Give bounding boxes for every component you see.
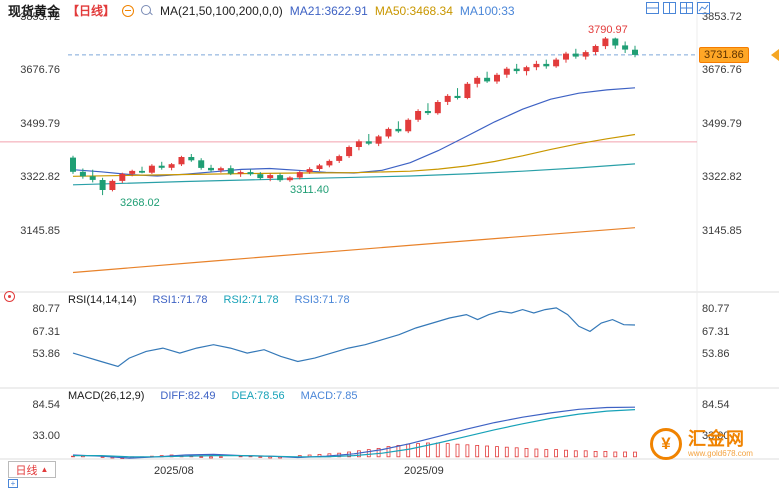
period-tab-daily[interactable]: 日线 ▲ [8, 461, 56, 478]
instrument-name: 现货黄金 [8, 4, 61, 19]
candlestick-series [70, 37, 638, 196]
add-chart-icon[interactable]: + [8, 479, 18, 488]
ma100-value-label: MA100:33 [459, 3, 515, 18]
x-axis-label-aug: 2025/08 [154, 465, 194, 477]
x-axis-label-sep: 2025/09 [404, 465, 444, 477]
chart-header: 现货黄金 【日线】 MA(21,50,100,200,0,0) MA21:362… [8, 1, 640, 20]
rsi-settings-icon[interactable] [4, 291, 15, 302]
layout-toolbar [646, 2, 710, 14]
last-price-edge-marker [771, 48, 779, 61]
macd-dea-label: DEA:78.56 [231, 390, 285, 402]
macd-value-label: MACD:7.85 [300, 390, 358, 402]
layout-chart-icon[interactable] [697, 2, 710, 14]
watermark-url: www.gold678.com [688, 449, 753, 458]
chevron-up-icon: ▲ [40, 465, 49, 474]
macd-dea-line [73, 409, 636, 458]
layout-single-icon[interactable] [646, 2, 659, 14]
last-price-tag: 3731.86 [699, 46, 749, 63]
zoom-icon[interactable] [141, 4, 153, 17]
rsi2-value-label: RSI2:71.78 [223, 294, 279, 306]
ma21-value-label: MA21:3622.91 [289, 3, 368, 18]
huijin-logo-icon: ¥ [650, 428, 682, 460]
rsi3-value-label: RSI3:71.78 [294, 294, 350, 306]
low-price-label-2: 3311.40 [290, 184, 329, 196]
period-label: 【日线】 [67, 4, 116, 18]
macd-diff-line [72, 406, 636, 459]
last-price-value: 3731.86 [704, 48, 744, 61]
alert-icon[interactable] [122, 4, 135, 17]
period-tab-label: 日线 [15, 464, 38, 477]
ma-settings-label[interactable]: MA(21,50,100,200,0,0) [160, 3, 283, 18]
ma50-value-label: MA50:3468.34 [374, 3, 453, 18]
ma-line-ma50 [72, 133, 636, 177]
layout-split-vertical-icon[interactable] [663, 2, 676, 14]
layout-grid-icon[interactable] [680, 2, 693, 14]
watermark: ¥ 汇金网 www.gold678.com [650, 428, 753, 460]
ma-line-ma21 [72, 87, 636, 177]
macd-header: MACD(26,12,9) DIFF:82.49 DEA:78.56 MACD:… [68, 390, 358, 402]
rsi-header: RSI(14,14,14) RSI1:71.78 RSI2:71.78 RSI3… [68, 294, 350, 306]
rsi-line [72, 307, 636, 368]
macd-indicator-name[interactable]: MACD(26,12,9) [68, 390, 145, 402]
low-price-label-1: 3268.02 [120, 197, 160, 209]
rsi1-value-label: RSI1:71.78 [152, 294, 208, 306]
ma-line-ma100 [72, 163, 636, 186]
macd-diff-label: DIFF:82.49 [160, 390, 216, 402]
peak-price-label: 3790.97 [588, 24, 628, 36]
watermark-text: 汇金网 www.gold678.com [688, 429, 753, 459]
ma-line-ma200 [72, 227, 636, 274]
rsi-indicator-name[interactable]: RSI(14,14,14) [68, 294, 137, 306]
watermark-name: 汇金网 [688, 429, 745, 449]
